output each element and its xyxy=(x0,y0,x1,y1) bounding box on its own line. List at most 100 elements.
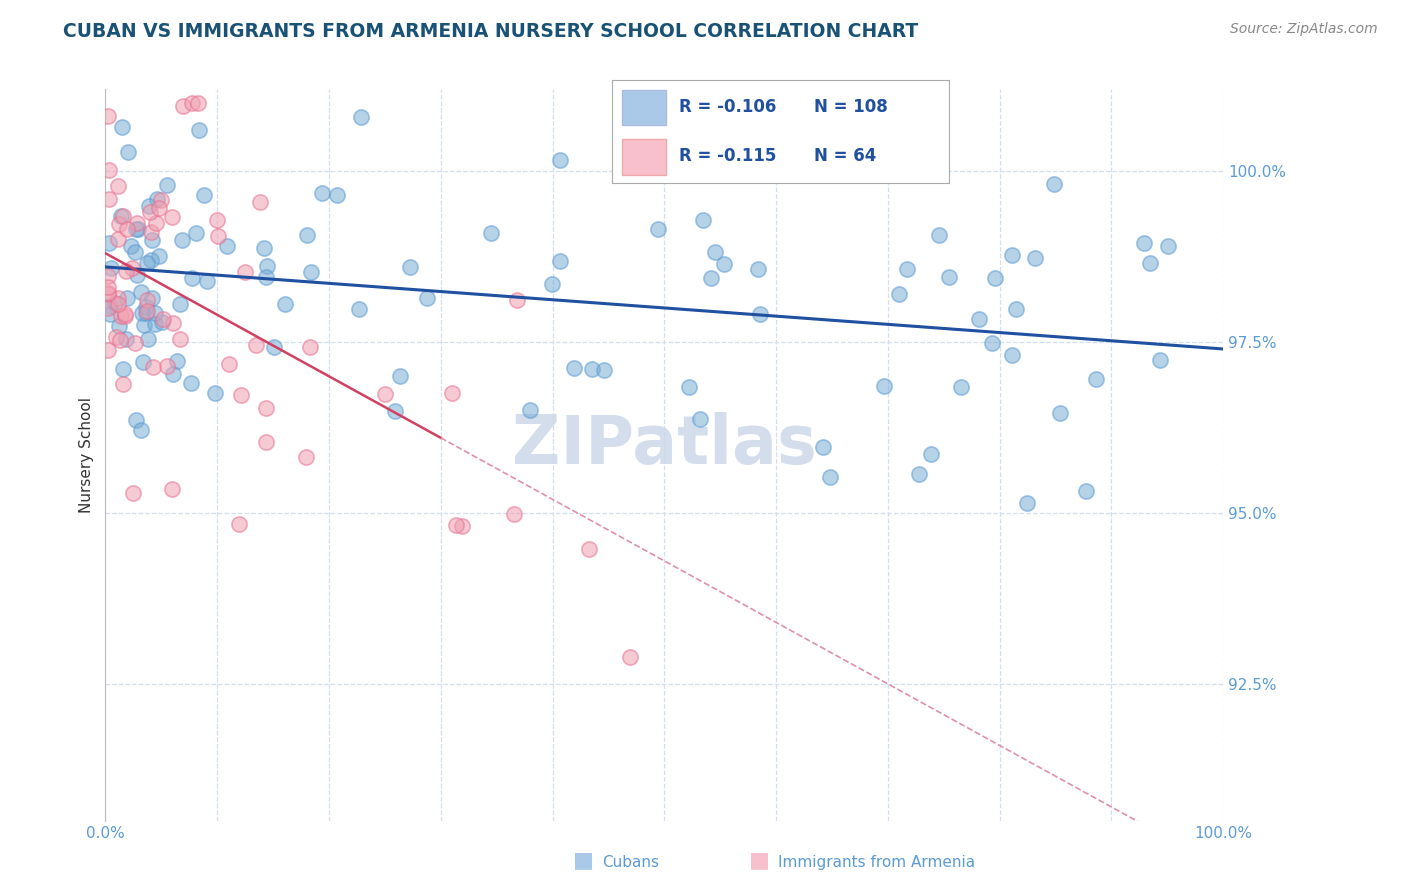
Point xyxy=(263,340,285,354)
Point xyxy=(1017,496,1039,510)
Point xyxy=(138,199,160,213)
Point xyxy=(187,123,209,137)
Point xyxy=(172,99,194,113)
Point xyxy=(245,337,267,351)
Point xyxy=(184,226,207,240)
Point xyxy=(104,295,127,310)
Point xyxy=(1085,372,1108,386)
Point xyxy=(254,435,277,450)
Point xyxy=(818,470,841,484)
Point xyxy=(326,188,349,202)
Point xyxy=(562,361,585,376)
Text: Immigrants from Armenia: Immigrants from Armenia xyxy=(778,855,974,870)
Text: ■: ■ xyxy=(574,850,593,870)
Point xyxy=(908,467,931,481)
FancyBboxPatch shape xyxy=(621,89,665,126)
Point xyxy=(228,516,250,531)
Point xyxy=(374,387,396,401)
Point xyxy=(141,225,163,239)
Point xyxy=(295,450,318,465)
Point xyxy=(107,179,129,194)
Point xyxy=(135,301,157,315)
Point xyxy=(135,256,157,270)
Text: N = 108: N = 108 xyxy=(814,98,887,116)
Point xyxy=(141,292,163,306)
Point xyxy=(100,299,122,313)
Point xyxy=(540,277,562,291)
Point xyxy=(148,249,170,263)
Point xyxy=(110,120,132,135)
Y-axis label: Nursery School: Nursery School xyxy=(79,397,94,513)
Point xyxy=(156,178,179,192)
Point xyxy=(97,235,120,250)
Point xyxy=(889,286,911,301)
Point xyxy=(873,378,896,392)
Point xyxy=(249,194,271,209)
Point xyxy=(115,291,138,305)
Point xyxy=(181,95,204,110)
Point xyxy=(135,305,157,319)
Point xyxy=(143,317,166,331)
Point xyxy=(162,210,184,224)
Point xyxy=(1004,301,1026,316)
Point xyxy=(139,205,162,219)
Point xyxy=(1157,239,1180,253)
Point xyxy=(97,162,120,177)
Point xyxy=(204,386,226,401)
Text: Cubans: Cubans xyxy=(602,855,659,870)
Point xyxy=(1001,348,1024,362)
Point xyxy=(111,377,134,392)
Point xyxy=(548,254,571,268)
Text: CUBAN VS IMMIGRANTS FROM ARMENIA NURSERY SCHOOL CORRELATION CHART: CUBAN VS IMMIGRANTS FROM ARMENIA NURSERY… xyxy=(63,22,918,41)
Point xyxy=(169,297,191,311)
Point xyxy=(127,216,149,230)
Point xyxy=(146,193,169,207)
Point xyxy=(581,362,603,376)
Point xyxy=(253,241,276,255)
Point xyxy=(125,268,148,283)
Point xyxy=(98,307,121,321)
Point xyxy=(170,234,193,248)
Point xyxy=(193,188,215,202)
Point xyxy=(107,297,129,311)
Point xyxy=(117,145,139,159)
Point xyxy=(548,153,571,167)
Point xyxy=(1133,236,1156,251)
Point xyxy=(311,186,333,201)
Point xyxy=(124,336,146,351)
Point xyxy=(1001,247,1024,261)
Point xyxy=(180,376,202,390)
Point xyxy=(231,388,253,402)
Point xyxy=(111,209,134,223)
Point xyxy=(97,301,120,315)
Point xyxy=(120,238,142,252)
Text: R = -0.115: R = -0.115 xyxy=(679,147,776,165)
Point xyxy=(1074,483,1097,498)
Point xyxy=(169,332,191,346)
Point xyxy=(254,269,277,284)
Point xyxy=(506,293,529,308)
Point xyxy=(108,333,131,347)
Point xyxy=(152,315,174,329)
Point xyxy=(479,226,502,240)
Point xyxy=(97,279,120,293)
Point xyxy=(658,132,681,146)
Point xyxy=(967,312,990,326)
Point xyxy=(97,109,120,123)
Point xyxy=(131,285,153,299)
Text: R = -0.106: R = -0.106 xyxy=(679,98,776,116)
Point xyxy=(256,259,278,273)
Point xyxy=(692,212,714,227)
Point xyxy=(1049,406,1071,420)
Point xyxy=(274,297,297,311)
Point xyxy=(107,217,129,231)
Point xyxy=(139,252,162,267)
Point xyxy=(299,265,322,279)
Point xyxy=(125,412,148,426)
Point xyxy=(110,310,132,324)
FancyBboxPatch shape xyxy=(621,139,665,175)
Point xyxy=(444,518,467,533)
Point xyxy=(156,359,179,374)
Point xyxy=(254,401,277,416)
Point xyxy=(700,270,723,285)
